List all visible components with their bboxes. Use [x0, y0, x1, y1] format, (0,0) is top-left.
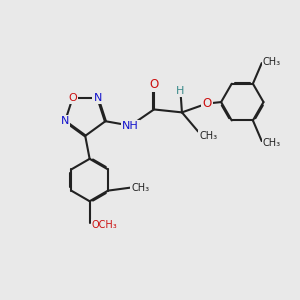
Text: CH₃: CH₃: [263, 137, 281, 148]
Text: O: O: [149, 78, 159, 91]
Text: CH₃: CH₃: [131, 183, 149, 193]
Text: NH: NH: [122, 121, 139, 130]
Text: O: O: [202, 97, 212, 110]
Text: O: O: [68, 92, 77, 103]
Text: CH₃: CH₃: [263, 57, 281, 67]
Text: N: N: [61, 116, 69, 126]
Text: OCH₃: OCH₃: [92, 220, 117, 230]
Text: N: N: [94, 92, 102, 103]
Text: CH₃: CH₃: [200, 131, 217, 141]
Text: H: H: [176, 86, 185, 96]
